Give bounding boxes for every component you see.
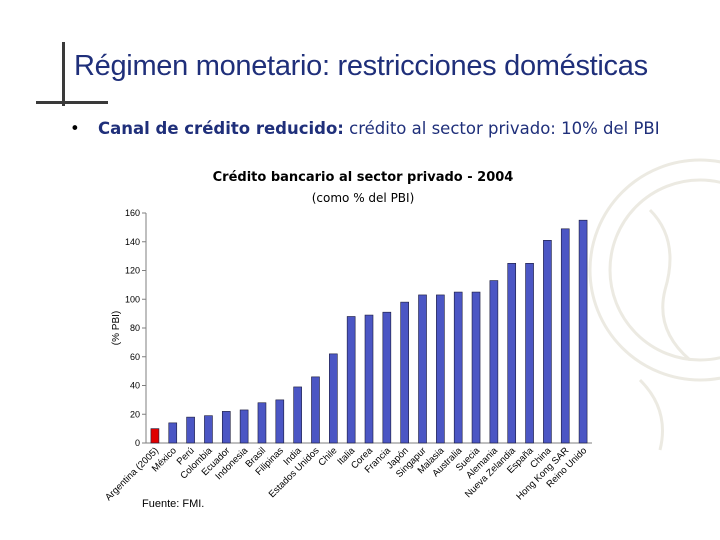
y-tick-label: 0: [135, 438, 140, 448]
bar-19: [489, 280, 499, 444]
bar-11: [346, 316, 356, 444]
bar-21: [525, 263, 534, 444]
coin-watermark: [588, 158, 720, 451]
y-tick-label: 60: [130, 352, 140, 362]
bar-13: [382, 311, 392, 444]
bar-22: [543, 240, 552, 444]
x-tick-label: Argentina (2005): [103, 445, 161, 503]
bullet-bold-text: Canal de crédito reducido:: [98, 119, 344, 138]
bar-2: [186, 416, 195, 444]
bullet-text: crédito al sector privado: 10% del PBI: [343, 119, 660, 138]
bars: [150, 219, 588, 444]
x-tick-label: Chile: [316, 445, 339, 468]
bar-4: [221, 411, 231, 444]
y-tick-label: 160: [125, 208, 140, 218]
title-vertical-rule: [62, 42, 65, 106]
bar-23: [560, 228, 570, 444]
bar-15: [418, 294, 427, 444]
y-tick-label: 140: [125, 237, 140, 247]
bar-24: [578, 219, 588, 444]
y-tick-label: 40: [130, 381, 140, 391]
bar-1: [168, 422, 178, 444]
bar-17: [453, 291, 463, 444]
chart-title: Crédito bancario al sector privado - 200…: [213, 170, 514, 185]
source-note: Fuente: FMI.: [142, 498, 204, 510]
bar-8: [293, 386, 302, 444]
bar-9: [311, 376, 320, 444]
y-tick-label: 100: [125, 294, 140, 304]
y-tick-label: 80: [130, 323, 140, 333]
y-tick-label: 120: [125, 266, 140, 276]
bar-20: [507, 263, 517, 444]
bar-5: [239, 409, 249, 444]
y-axis-label: (% PBI): [111, 311, 122, 345]
y-tick-label: 20: [130, 409, 140, 419]
bar-14: [400, 301, 409, 444]
title-horizontal-rule: [36, 101, 108, 104]
bar-7: [275, 399, 285, 444]
bar-10: [329, 353, 338, 444]
bar-3: [204, 415, 213, 444]
bar-18: [471, 291, 481, 444]
chart-subtitle: (como % del PBI): [312, 191, 415, 205]
bar-0: [150, 428, 160, 444]
bar-16: [436, 294, 445, 444]
bar-12: [364, 314, 374, 444]
bar-6: [257, 402, 267, 444]
bullet-point: • Canal de crédito reducido: crédito al s…: [70, 119, 660, 138]
slide-title: Régimen monetario: restricciones domésti…: [74, 50, 648, 82]
y-ticks: 0 20 40 60 80 100 120 140 160: [125, 208, 146, 448]
bullet-marker: •: [70, 119, 80, 138]
x-tick-labels: Argentina (2005)MéxicoPerúColombiaEcuado…: [103, 445, 589, 503]
